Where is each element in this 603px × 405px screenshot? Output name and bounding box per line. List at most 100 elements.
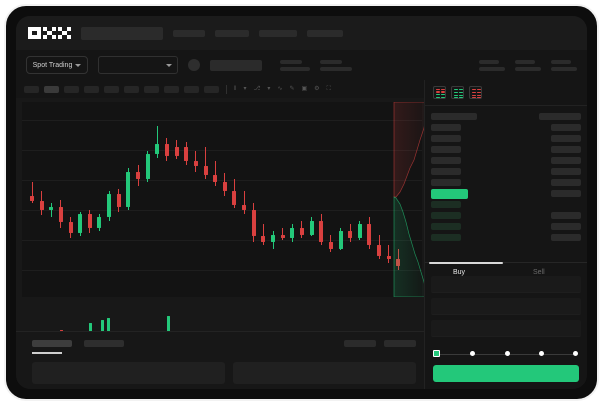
orderbook-mode-bids[interactable] [451, 86, 464, 99]
slider-stop-75[interactable] [539, 351, 544, 356]
candle-body [78, 213, 83, 233]
tab-order-history[interactable] [84, 340, 124, 347]
orderbook-ask-row[interactable] [431, 144, 581, 155]
fullscreen-icon[interactable]: ⛶ [326, 86, 331, 92]
slider-stop-100[interactable] [573, 351, 578, 356]
orderbook-ask-row[interactable] [431, 177, 581, 188]
chevron-down-icon [166, 63, 172, 67]
orderbook-ask-row[interactable] [431, 133, 581, 144]
orderbook-bid-row[interactable] [431, 199, 581, 210]
candle-body [39, 201, 44, 210]
price-field[interactable] [431, 298, 581, 315]
slider-handle[interactable] [433, 350, 440, 357]
panel-action-2[interactable] [384, 340, 416, 347]
candlestick [222, 173, 227, 196]
candlestick [126, 168, 131, 210]
buy-submit-button[interactable] [433, 365, 579, 382]
candle-body [271, 234, 276, 242]
stat-high-24h [479, 59, 505, 71]
orderbook-mode-both[interactable] [433, 86, 446, 99]
candle-body [107, 194, 112, 217]
orderbook-mode-asks[interactable] [469, 86, 482, 99]
candlestick [261, 224, 266, 245]
timeframe-button-5[interactable] [104, 85, 119, 93]
candle-body [242, 204, 247, 210]
orderbook-header-row[interactable] [431, 111, 581, 122]
orderbook-last-price-row[interactable] [431, 188, 581, 199]
active-tab-underline [32, 352, 62, 354]
orderbook-bid-row[interactable] [431, 232, 581, 243]
slider-stop-25[interactable] [470, 351, 475, 356]
order-book[interactable] [425, 106, 587, 258]
slider-stop-50[interactable] [505, 351, 510, 356]
candlestick [271, 231, 276, 249]
candle-body [136, 171, 141, 179]
search-input[interactable] [81, 26, 163, 40]
tab-buy[interactable]: Buy [453, 269, 466, 276]
orderbook-ask-row[interactable] [431, 166, 581, 177]
nav-item-2[interactable] [215, 29, 249, 37]
candlestick [242, 190, 247, 214]
tab-open-orders[interactable] [32, 340, 72, 347]
stat-volume-24h [551, 59, 577, 71]
timeframe-button-4[interactable] [84, 85, 99, 93]
pencil-icon[interactable]: ✎ [289, 86, 295, 92]
line-chart-icon[interactable]: ∿ [277, 86, 283, 92]
orderbook-cell-price [431, 188, 468, 199]
nav-item-3[interactable] [259, 29, 297, 37]
candle-body [184, 147, 189, 161]
amount-field[interactable] [431, 320, 581, 337]
app-screen: Spot Trading [16, 16, 587, 389]
orders-panel [16, 331, 428, 389]
candlestick [30, 182, 34, 203]
settings-gear-icon[interactable]: ⚙ [314, 86, 320, 92]
timeframe-button-8[interactable] [164, 85, 179, 93]
timeframe-button-1[interactable] [24, 85, 39, 93]
candlestick [155, 126, 160, 158]
panel-action-1[interactable] [344, 340, 376, 347]
trading-pair-select[interactable] [98, 56, 178, 74]
spot-trading-label: Spot Trading [32, 61, 73, 69]
stat-low-24h [515, 59, 541, 71]
indicators-icon[interactable]: ⎇ [253, 86, 261, 92]
orderbook-cell-price [431, 168, 461, 175]
candle-body [87, 213, 92, 228]
timeframe-button-10[interactable] [204, 85, 219, 93]
orderbook-cell-price [431, 201, 461, 208]
order-type-field[interactable] [431, 276, 581, 293]
orderbook-cell-price [431, 124, 461, 131]
orderbook-bid-row[interactable] [431, 221, 581, 232]
camera-icon[interactable]: ▣ [301, 86, 308, 92]
candlestick [193, 150, 198, 172]
timeframe-button-2[interactable] [44, 85, 59, 93]
orderbook-ask-row[interactable] [431, 155, 581, 166]
orderbook-ask-row[interactable] [431, 122, 581, 133]
timeframe-button-9[interactable] [184, 85, 199, 93]
amount-slider[interactable] [433, 349, 579, 359]
candlestick-type-icon[interactable]: ‖ [234, 86, 237, 92]
orderbook-cell-amount [551, 146, 581, 153]
nav-item-4[interactable] [307, 29, 343, 37]
candlestick [39, 190, 44, 216]
timeframe-button-6[interactable] [124, 85, 139, 93]
candlestick [97, 213, 102, 231]
chart-gridline [22, 180, 422, 181]
spot-trading-dropdown[interactable]: Spot Trading [26, 56, 88, 74]
nav-item-1[interactable] [173, 29, 205, 37]
orderbook-cell-amount [539, 113, 581, 120]
candlestick [348, 224, 353, 242]
tab-sell[interactable]: Sell [533, 269, 545, 276]
candle-body [386, 255, 391, 259]
candlestick [367, 217, 372, 249]
candlestick-chevron-icon[interactable]: ▾ [243, 86, 247, 92]
candle-body [309, 220, 314, 235]
orderbook-cell-amount [551, 223, 581, 230]
timeframe-button-3[interactable] [64, 85, 79, 93]
candle-body [328, 241, 333, 249]
indicators-chevron-icon[interactable]: ▾ [267, 86, 271, 92]
timeframe-button-7[interactable] [144, 85, 159, 93]
order-form [425, 276, 587, 389]
okx-logo[interactable] [28, 26, 71, 40]
candlestick-chart[interactable] [22, 102, 422, 297]
orderbook-bid-row[interactable] [431, 210, 581, 221]
